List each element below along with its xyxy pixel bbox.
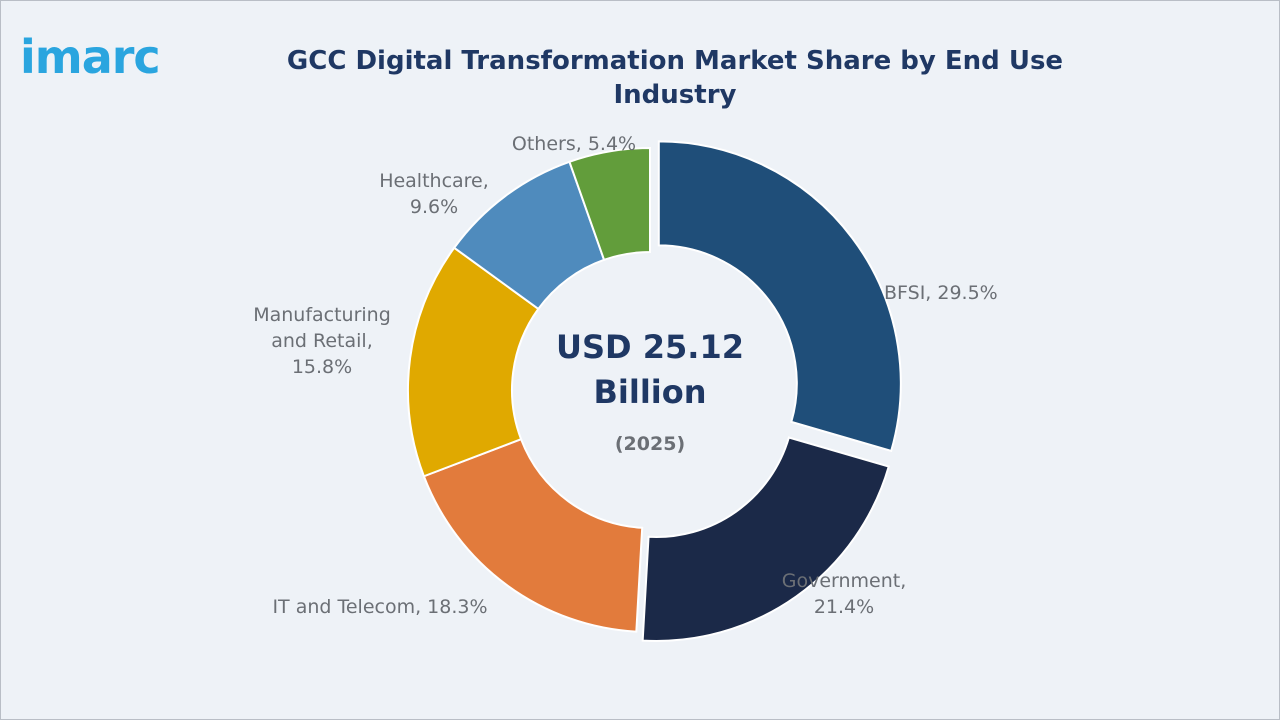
label-it-and-telecom: IT and Telecom, 18.3% <box>272 596 487 618</box>
center-year: (2025) <box>615 433 685 455</box>
label-healthcare: Healthcare, 9.6% <box>379 170 489 218</box>
imarc-logo: imarc <box>20 30 161 84</box>
slice-government <box>641 436 890 642</box>
slice-bfsi <box>657 140 902 453</box>
center-value: USD 25.12 <box>556 328 744 366</box>
slice-it-and-telecom <box>422 437 644 633</box>
center-unit: Billion <box>593 373 706 411</box>
label-manufacturing-and-retail: Manufacturing and Retail, 15.8% <box>253 304 391 378</box>
donut-slices <box>407 140 902 642</box>
slice-others <box>568 146 651 262</box>
slice-labels: BFSI, 29.5% Government, 21.4% IT and Teleco… <box>253 133 998 618</box>
label-bfsi: BFSI, 29.5% <box>884 282 998 304</box>
label-others: Others, 5.4% <box>512 133 636 155</box>
chart-title: GCC Digital Transformation Market Share … <box>286 46 1064 110</box>
label-government: Government, 21.4% <box>782 570 907 618</box>
slice-manufacturing-and-retail <box>407 246 540 478</box>
